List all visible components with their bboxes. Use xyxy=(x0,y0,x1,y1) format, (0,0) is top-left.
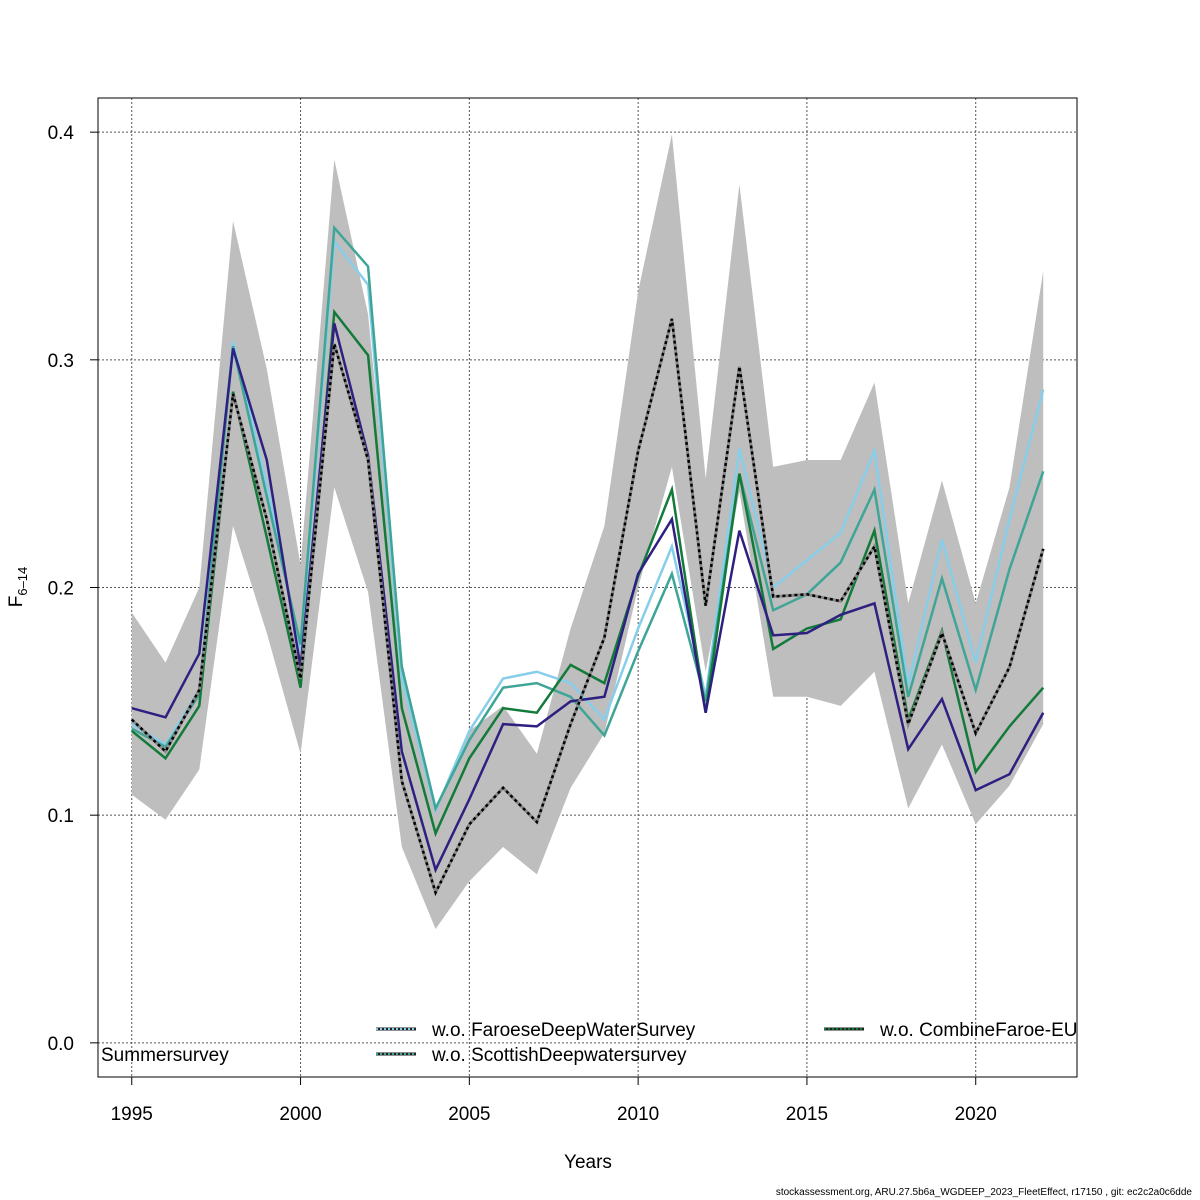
x-tick-label: 2015 xyxy=(786,1104,828,1125)
x-axis-title: Years xyxy=(564,1152,612,1173)
confidence-band-group xyxy=(131,134,1044,930)
y-axis: 0.0 0.1 0.2 0.3 0.4 xyxy=(48,123,98,1055)
legend-label: w.o. FaroeseDeepWaterSurvey xyxy=(431,1020,696,1041)
x-tick-label: 2020 xyxy=(955,1104,997,1125)
y-axis-title: F6–14 xyxy=(6,567,30,608)
footer-caption: stockassessment.org, ARU.27.5b6a_WGDEEP_… xyxy=(775,1187,1192,1198)
svg-text:F6–14: F6–14 xyxy=(6,567,30,608)
legend-label: w.o. CombineFaroe-EU xyxy=(879,1020,1077,1041)
y-tick-label: 0.0 xyxy=(48,1034,74,1055)
legend-label: w.o. ScottishDeepwatersurvey xyxy=(431,1045,687,1066)
x-tick-label: 2010 xyxy=(617,1104,659,1125)
y-axis-title-sub: 6–14 xyxy=(15,567,30,596)
confidence-band xyxy=(131,134,1044,930)
x-tick-label: 2005 xyxy=(448,1104,490,1125)
y-tick-label: 0.4 xyxy=(48,123,75,144)
y-tick-label: 0.1 xyxy=(48,806,74,827)
annotation-summersurvey: Summersurvey xyxy=(101,1045,229,1066)
y-tick-label: 0.3 xyxy=(48,351,74,372)
x-tick-label: 2000 xyxy=(279,1104,321,1125)
x-axis: 1995 2000 2005 2010 2015 2020 xyxy=(111,1077,997,1125)
y-tick-label: 0.2 xyxy=(48,579,74,600)
series-line-w-o-combinefaroe-eu xyxy=(130,308,1045,838)
legend: w.o. FaroeseDeepWaterSurvey w.o. Scottish… xyxy=(376,1020,1077,1066)
series-line-base xyxy=(130,318,1045,896)
series-lines xyxy=(130,224,1045,897)
y-axis-title-main: F xyxy=(6,596,27,608)
x-tick-label: 1995 xyxy=(111,1104,153,1125)
series-line-summersurvey xyxy=(131,323,1045,874)
